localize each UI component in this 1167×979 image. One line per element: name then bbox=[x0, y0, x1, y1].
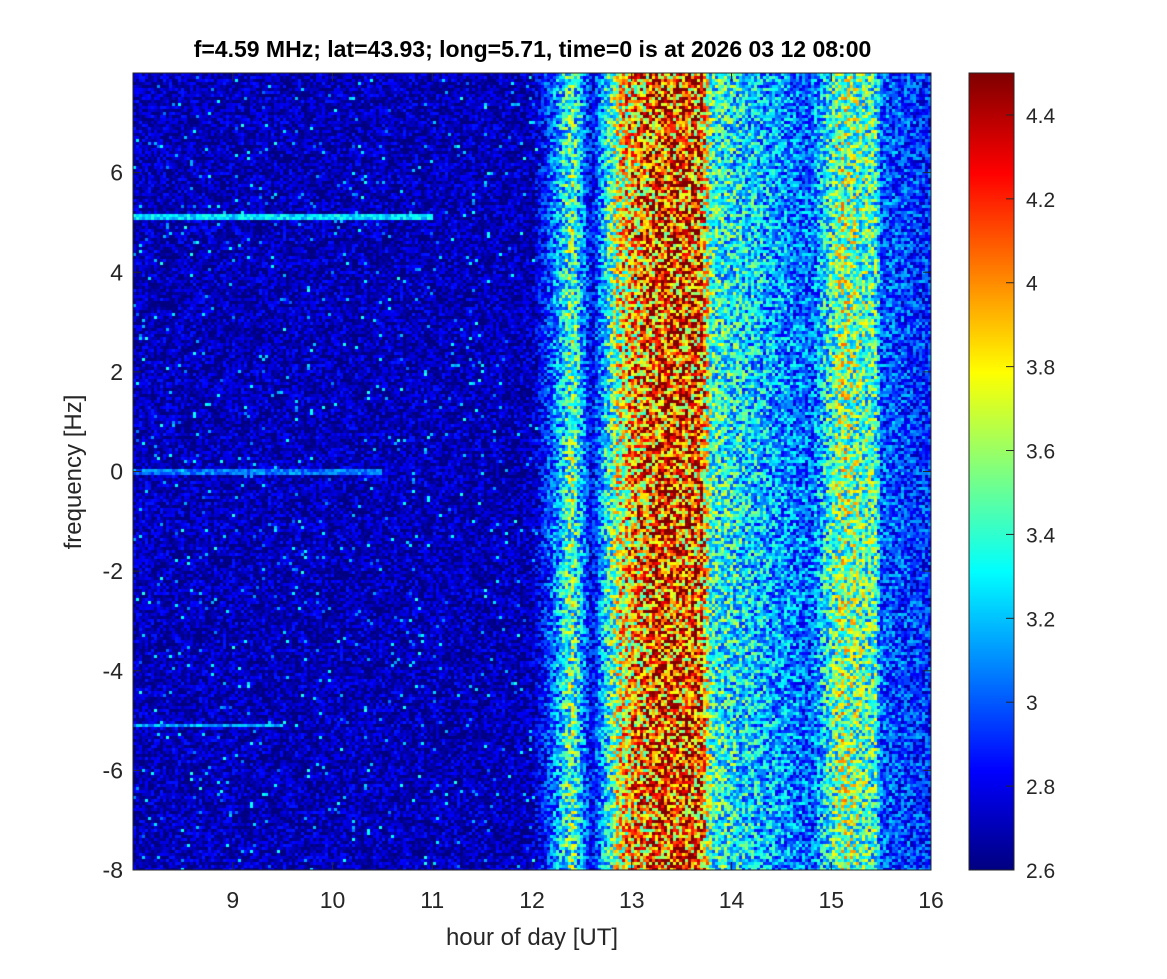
heatmap-plot-area bbox=[133, 73, 931, 870]
x-tick-label: 15 bbox=[818, 887, 844, 913]
colorbar-tick-label: 3.8 bbox=[1026, 357, 1055, 380]
y-tick-label: 4 bbox=[110, 259, 123, 285]
colorbar-tick-label: 4 bbox=[1026, 273, 1038, 296]
x-tick-label: 14 bbox=[719, 887, 745, 913]
y-tick-label: 2 bbox=[110, 359, 123, 385]
y-axis-label: frequency [Hz] bbox=[60, 394, 87, 550]
x-tick-label: 16 bbox=[918, 887, 944, 913]
x-tick-label: 13 bbox=[619, 887, 645, 913]
x-axis-label: hour of day [UT] bbox=[445, 924, 619, 951]
y-tick-label: -4 bbox=[103, 658, 124, 684]
colorbar-tick-label: 2.8 bbox=[1026, 776, 1055, 799]
y-tick-label: -6 bbox=[103, 757, 123, 783]
colorbar-tick-label: 3.4 bbox=[1026, 524, 1056, 547]
x-tick-label: 11 bbox=[420, 887, 444, 913]
colorbar-tick-label: 3 bbox=[1026, 692, 1038, 715]
y-tick-label: -8 bbox=[103, 857, 123, 883]
colorbar-tick-label: 4.4 bbox=[1026, 105, 1056, 128]
colorbar-tick-label: 2.6 bbox=[1026, 860, 1055, 883]
colorbar-tick-label: 4.2 bbox=[1026, 189, 1055, 212]
plot-frame bbox=[132, 72, 932, 871]
y-tick-label: 6 bbox=[110, 160, 123, 186]
y-tick-label: 0 bbox=[110, 459, 123, 485]
x-tick-label: 10 bbox=[320, 887, 346, 913]
colorbar-tick-label: 3.2 bbox=[1026, 608, 1055, 631]
chart-title: f=4.59 MHz; lat=43.93; long=5.71, time=0… bbox=[193, 36, 872, 62]
colorbar-tick-label: 3.6 bbox=[1026, 441, 1055, 464]
x-tick-label: 9 bbox=[226, 887, 239, 913]
colorbar bbox=[969, 73, 1014, 870]
y-tick-label: -2 bbox=[103, 558, 123, 584]
colorbar-frame bbox=[968, 72, 1015, 871]
x-tick-label: 12 bbox=[519, 887, 545, 913]
